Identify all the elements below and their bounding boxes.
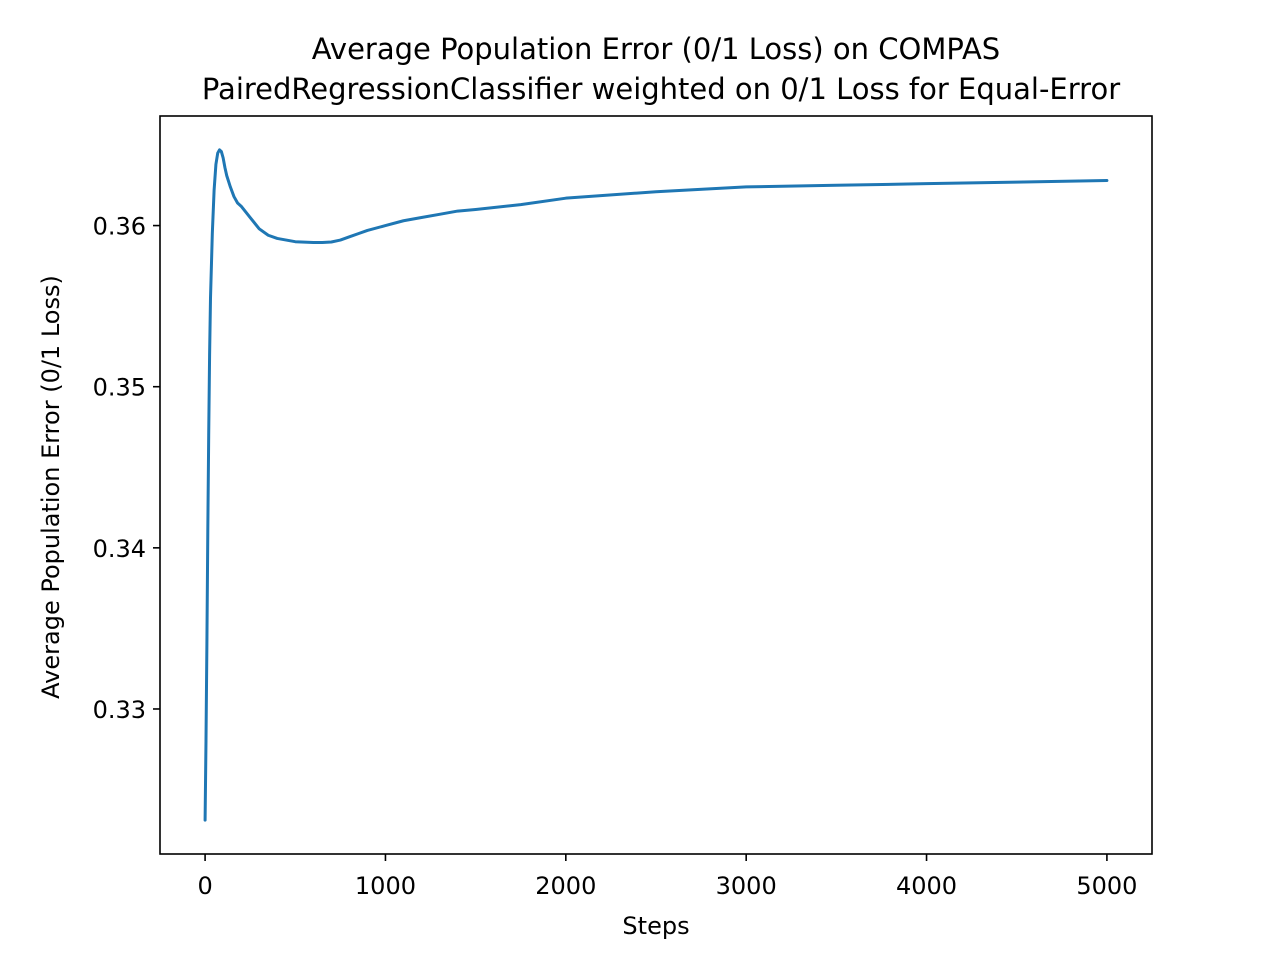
x-tick-label: 0 [197, 872, 212, 900]
chart-title: Average Population Error (0/1 Loss) on C… [312, 32, 1000, 66]
axes-frame [159, 115, 1153, 855]
plot-area [203, 148, 1109, 822]
series-line [203, 148, 1109, 822]
x-tick-label: 4000 [896, 872, 957, 900]
chart-subtitle: PairedRegressionClassifier weighted on 0… [202, 72, 1120, 106]
y-tick-label: 0.34 [93, 535, 146, 563]
x-axis-ticks: 0 1000 2000 3000 4000 5000 [197, 854, 1137, 900]
y-tick-label: 0.36 [93, 213, 146, 241]
x-tick-label: 3000 [716, 872, 777, 900]
y-axis-ticks: 0.33 0.34 0.35 0.36 [93, 213, 160, 724]
x-tick-label: 1000 [355, 872, 416, 900]
x-tick-label: 5000 [1076, 872, 1137, 900]
y-tick-label: 0.35 [93, 374, 146, 402]
y-tick-label: 0.33 [93, 696, 146, 724]
x-axis-label: Steps [622, 912, 689, 940]
y-axis-label: Average Population Error (0/1 Loss) [37, 275, 65, 699]
x-tick-label: 2000 [535, 872, 596, 900]
